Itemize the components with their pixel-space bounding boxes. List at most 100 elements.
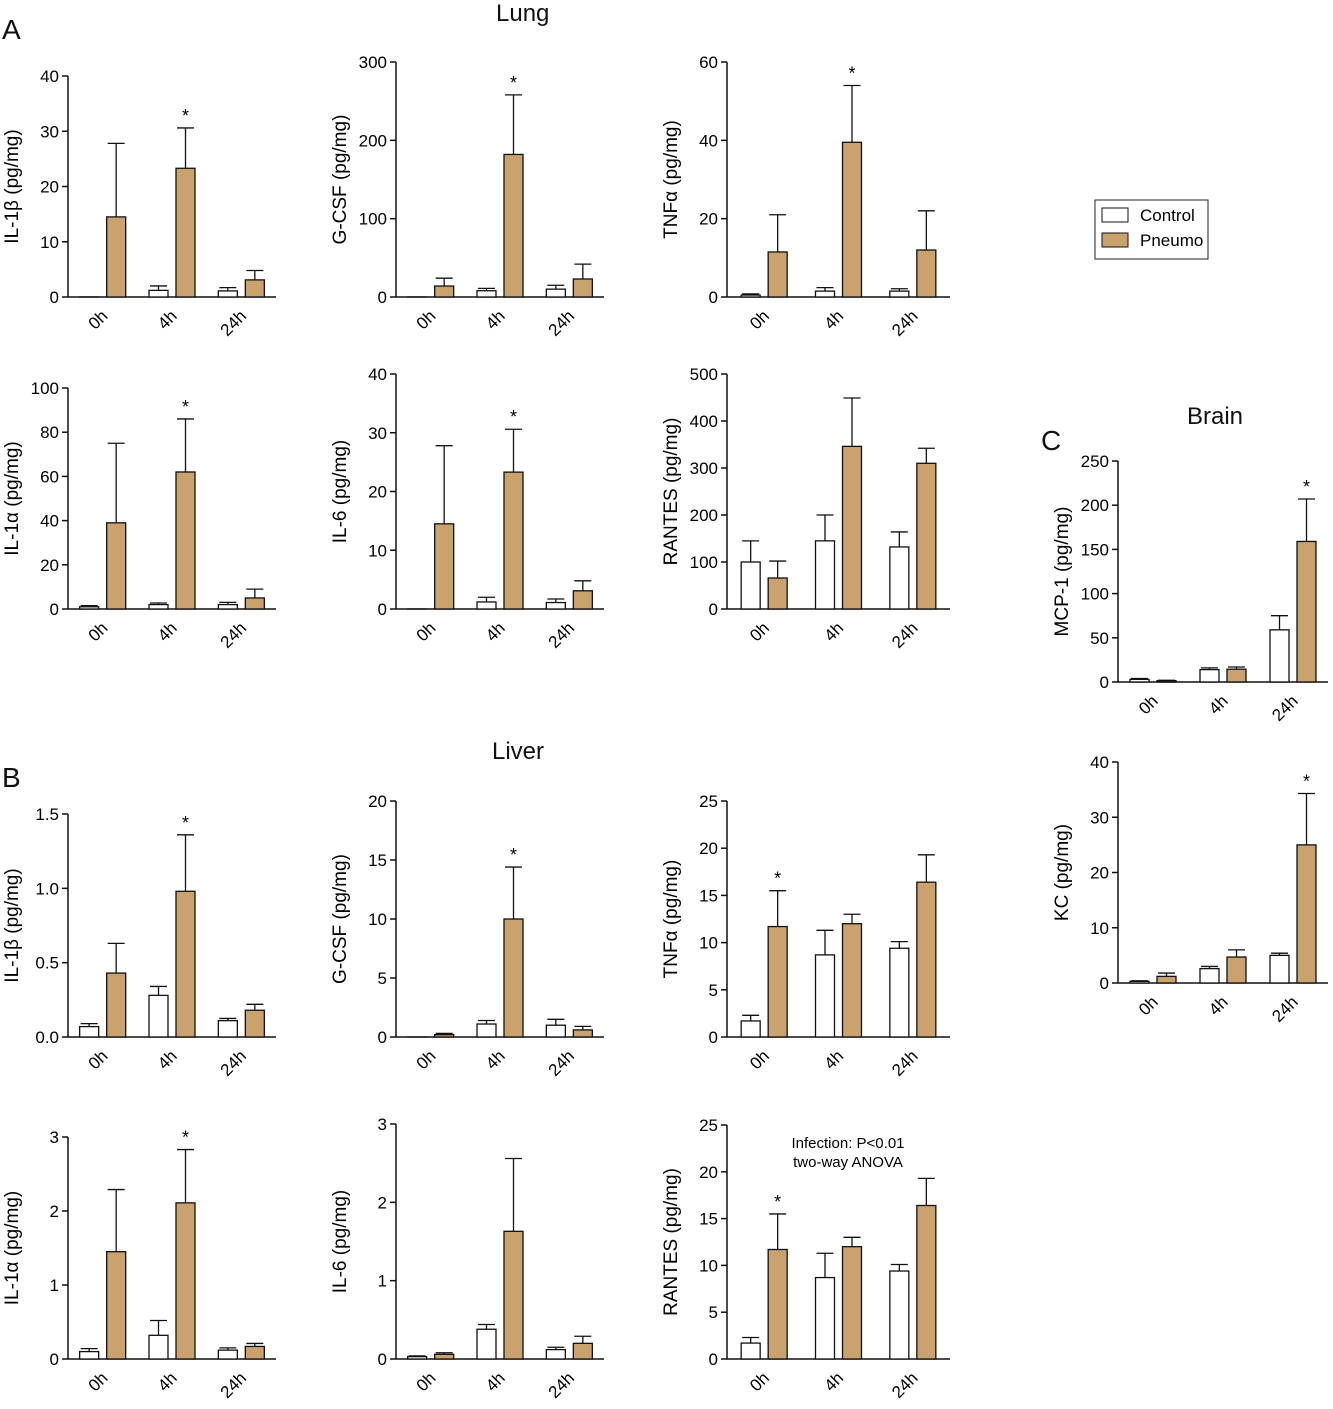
y-tick-label: 200 [1081,496,1109,515]
bar-pneumo [767,1248,788,1360]
x-tick-label: 0h [746,618,773,645]
x-tick-label: 24h [545,1368,578,1401]
bar-control [740,561,761,610]
bar-control [476,601,497,610]
bar-control [889,546,910,610]
x-tick-label: 0h [413,306,440,333]
bar-pneumo [767,577,788,610]
y-tick-label: 15 [699,886,718,905]
bar-control [545,601,566,610]
x-tick-label: 0h [746,306,773,333]
bar-control [1199,967,1220,984]
bar-control [476,1328,497,1360]
y-tick-label: 0 [50,1350,59,1369]
y-axis-label: IL-1α (pg/mg) [2,441,23,555]
significance-star: * [1303,477,1310,497]
bar-control [79,1350,100,1360]
section-title-liver: Liver [492,738,545,765]
y-tick-label: 1.5 [35,805,59,824]
y-axis-label: IL-6 (pg/mg) [330,440,351,543]
y-axis-label: MCP-1 (pg/mg) [1052,507,1073,637]
chart-liver-rantes: 0 5 10 15 20 25 RANTES (pg/mg) 0h 4h 24h * Infectio… [661,1116,950,1402]
bar-pneumo [916,1204,937,1360]
y-tick-label: 10 [40,233,59,252]
bar-pneumo [434,523,455,610]
x-tick-label: 24h [217,306,250,339]
y-tick-label: 20 [699,210,718,229]
bar-control [814,954,836,1038]
y-tick-label: 20 [699,1163,718,1182]
significance-star: * [510,407,517,427]
y-tick-label: 20 [1090,864,1109,883]
x-tick-label: 0h [85,306,112,333]
y-tick-label: 60 [699,53,718,72]
bar-pneumo [572,278,593,298]
y-tick-label: 10 [699,934,718,953]
y-tick-label: 500 [690,365,718,384]
x-tick-label: 0h [85,1368,112,1395]
bar-control [545,288,566,298]
x-tick-label: 0h [746,1368,773,1395]
x-tick-label: 24h [1268,691,1301,724]
y-tick-label: 3 [378,1115,387,1134]
y-tick-label: 0 [378,1028,387,1047]
y-tick-label: 20 [699,839,718,858]
y-tick-label: 40 [368,365,387,384]
bar-control [545,1348,566,1360]
bar-control [740,294,761,298]
y-tick-label: 20 [40,178,59,197]
x-tick-label: 24h [545,306,578,339]
bar-pneumo [106,216,127,298]
y-axis-label: IL-6 (pg/mg) [330,1190,351,1293]
legend-swatch-control [1101,207,1129,223]
bar-control [1129,980,1150,984]
y-tick-label: 2 [50,1202,59,1221]
legend: Control Pneumo [1094,199,1209,260]
bar-control [217,603,238,610]
bar-control [814,540,836,610]
y-tick-label: 100 [31,379,59,398]
bar-pneumo [1226,956,1247,984]
y-tick-label: 0 [378,288,387,307]
annotation-line: Infection: P<0.01 [792,1135,905,1152]
panel-letter-b: B [2,762,21,793]
y-tick-label: 200 [359,131,387,150]
x-tick-label: 24h [545,618,578,651]
bar-pneumo [244,597,265,610]
bar-control [1269,629,1290,683]
y-axis-label: G-CSF (pg/mg) [330,115,351,245]
y-tick-label: 20 [40,556,59,575]
significance-star: * [510,73,517,93]
y-tick-label: 30 [40,122,59,141]
bar-control [217,1349,238,1360]
x-tick-label: 4h [482,306,509,333]
bar-control [889,947,910,1038]
y-tick-label: 0 [709,600,718,619]
y-tick-label: 15 [699,1210,718,1229]
bar-pneumo [175,471,196,610]
significance-star: * [182,397,189,417]
x-tick-label: 4h [154,306,181,333]
bar-pneumo [841,141,863,298]
y-tick-label: 25 [699,1116,718,1135]
bar-pneumo [841,923,863,1038]
y-tick-label: 0 [709,1350,718,1369]
significance-star: * [774,1192,781,1212]
x-tick-label: 0h [85,1046,112,1073]
x-tick-label: 0h [85,618,112,645]
bar-pneumo [572,1342,593,1360]
panel-letter-c: C [1041,425,1062,456]
bar-pneumo [841,1246,863,1360]
y-axis-label: IL-1α (pg/mg) [2,1191,23,1305]
bar-control [476,290,497,298]
bar-control [217,1019,238,1038]
bar-pneumo [106,972,127,1038]
chart-liver-il1a: 0 1 2 3 IL-1α (pg/mg) 0h 4h 24h * [2,1128,276,1402]
y-tick-label: 3 [50,1128,59,1147]
y-tick-label: 30 [368,424,387,443]
legend-label-pneumo: Pneumo [1140,231,1203,250]
bar-pneumo [244,1345,265,1360]
panel-letter-a: A [2,14,21,45]
y-tick-label: 300 [690,459,718,478]
